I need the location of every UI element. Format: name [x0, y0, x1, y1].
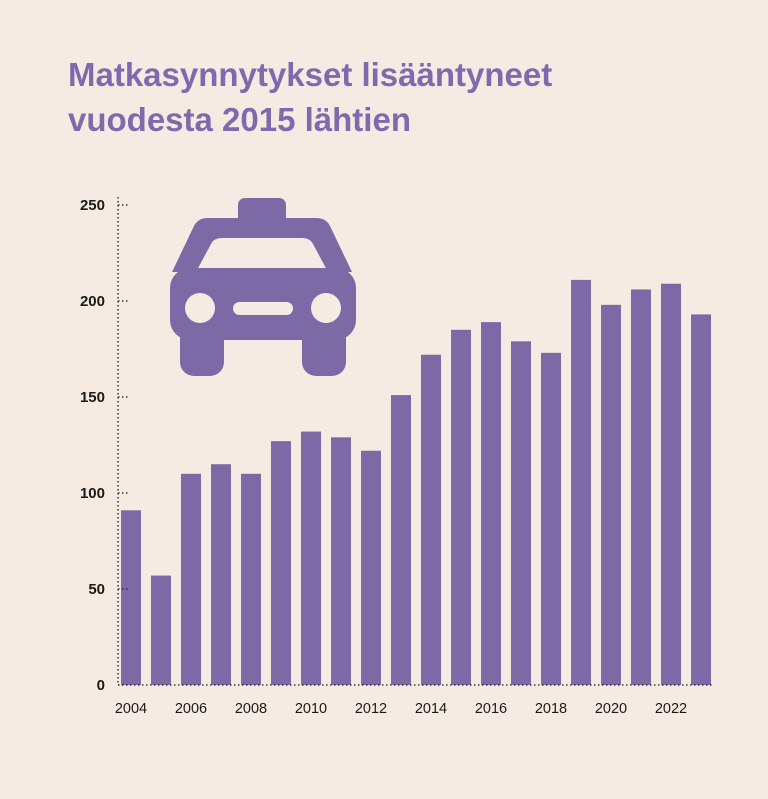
x-tick-label: 2008: [235, 701, 267, 717]
bar-2023: [691, 314, 711, 685]
bar-2007: [211, 464, 231, 685]
x-tick-label: 2014: [415, 701, 447, 717]
y-tick-label: 150: [80, 389, 105, 406]
chart-title-line-2: vuodesta 2015 lähtien: [68, 101, 411, 138]
bar-2022: [661, 283, 681, 685]
bar-2020: [601, 304, 621, 685]
x-tick-label: 2016: [475, 701, 507, 717]
y-tick-label: 250: [80, 197, 105, 214]
y-tick-label: 50: [88, 581, 105, 598]
chart-title-line-1: Matkasynnytykset lisääntyneet: [68, 56, 553, 93]
y-tick-label: 200: [80, 293, 105, 310]
bar-2021: [631, 289, 651, 685]
chart-title: Matkasynnytykset lisääntyneet vuodesta 2…: [68, 52, 708, 142]
bar-2014: [421, 354, 441, 685]
x-tick-label: 2004: [115, 701, 147, 717]
bar-2017: [511, 341, 531, 685]
x-tick-label: 2012: [355, 701, 387, 717]
bar-2016: [481, 322, 501, 685]
y-tick-label: 0: [97, 677, 105, 694]
bars-group: [121, 279, 711, 685]
taxi-window: [196, 238, 328, 272]
taxi-grille: [233, 302, 293, 315]
bar-2018: [541, 352, 561, 685]
taxi-headlight-right: [311, 293, 341, 323]
bar-2004: [121, 510, 141, 685]
taxi-wheel-left: [180, 320, 224, 376]
bar-2013: [391, 395, 411, 685]
x-tick-label: 2018: [535, 701, 567, 717]
x-tick-label: 2022: [655, 701, 687, 717]
bar-2011: [331, 437, 351, 685]
y-axis: 0 50 100 150 200 250: [80, 197, 130, 694]
bar-2015: [451, 329, 471, 685]
bar-2006: [181, 473, 201, 685]
bar-2009: [271, 441, 291, 685]
bar-2005: [151, 575, 171, 685]
x-axis: 2004 2006 2008 2010 2012 2014 2016 2018 2020 2022: [115, 684, 714, 717]
x-tick-label: 2020: [595, 701, 627, 717]
taxi-sign: [238, 198, 286, 224]
bar-2008: [241, 473, 261, 685]
taxi-wheel-right: [302, 320, 346, 376]
y-tick-label: 100: [80, 485, 105, 502]
taxi-headlight-left: [185, 293, 215, 323]
taxi-icon: [170, 198, 356, 376]
x-tick-label: 2010: [295, 701, 327, 717]
bar-2012: [361, 450, 381, 685]
bar-2010: [301, 431, 321, 685]
bar-2019: [571, 279, 591, 685]
x-tick-label: 2006: [175, 701, 207, 717]
